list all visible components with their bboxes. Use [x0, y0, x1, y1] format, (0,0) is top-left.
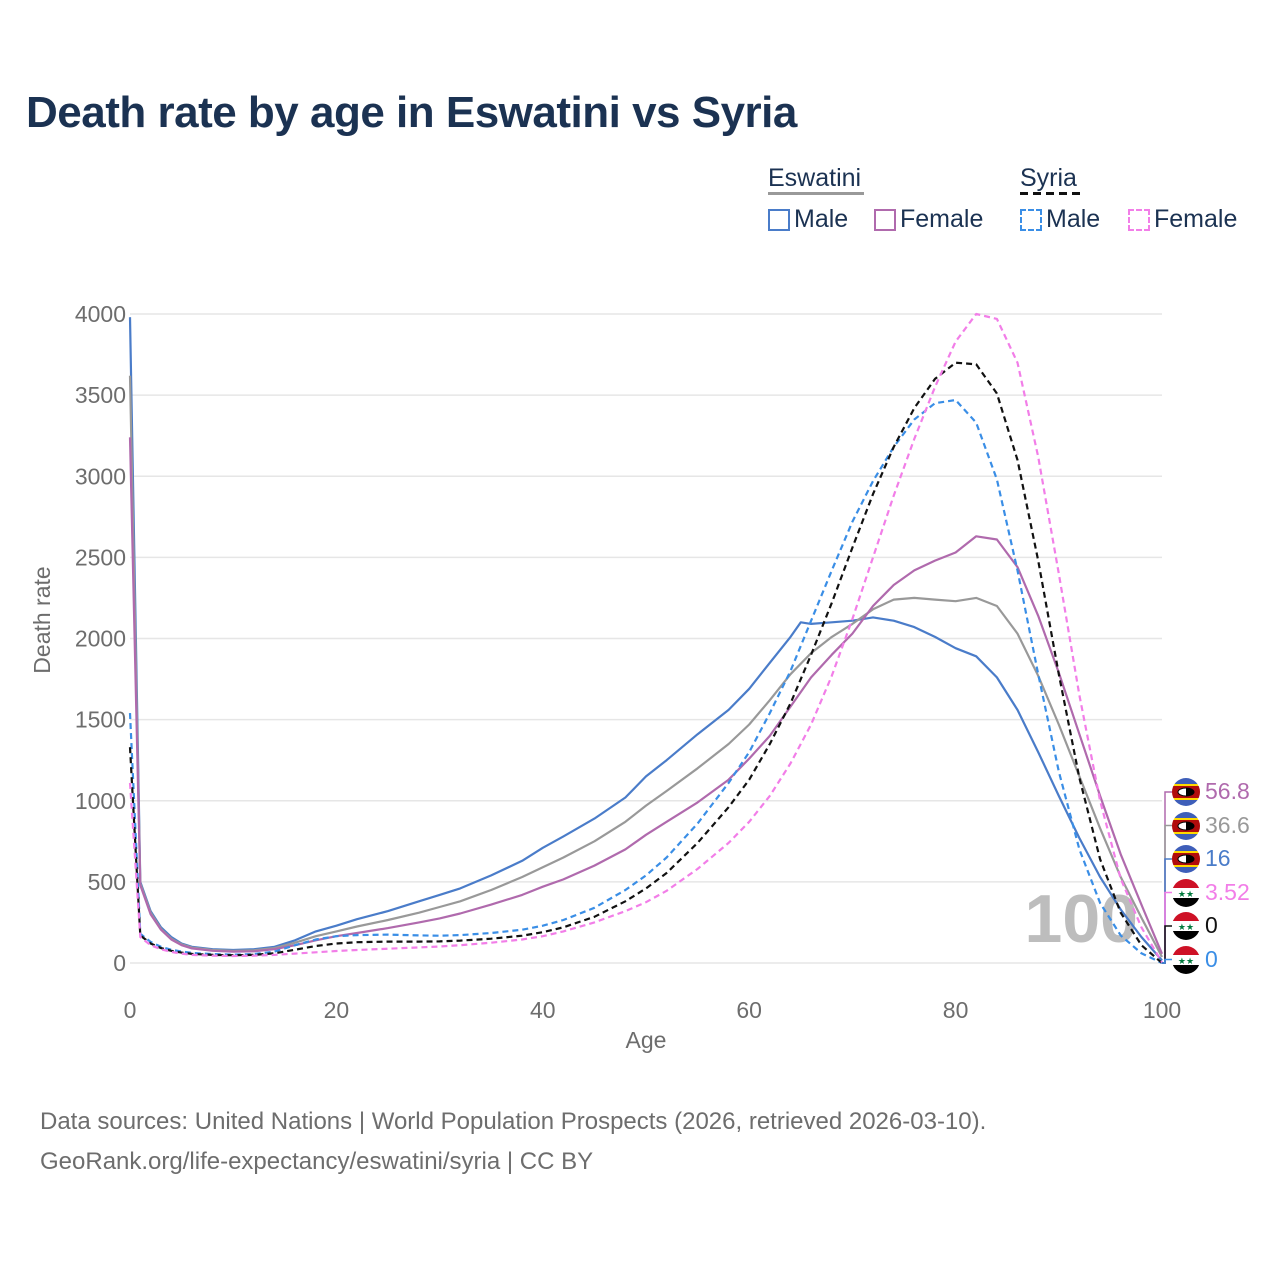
y-tick-label: 500: [88, 869, 126, 895]
y-tick-label: 3000: [75, 463, 126, 489]
legend-swatch-icon: [1020, 208, 1042, 231]
y-tick-label: 1000: [75, 788, 126, 814]
legend-swatch-icon: [1128, 208, 1150, 231]
legend-group-syria: Syria Male Female: [1020, 160, 1270, 240]
shield-icon: [1177, 854, 1195, 864]
syria-flag-icon: ★★: [1172, 945, 1200, 974]
end-value-label: 56.8: [1205, 778, 1250, 804]
y-tick-label: 4000: [75, 301, 126, 327]
footer-link[interactable]: GeoRank.org/life-expectancy/eswatini/syr…: [40, 1148, 594, 1175]
end-value-label: 0: [1205, 945, 1218, 972]
x-axis-label: Age: [626, 1027, 667, 1053]
stars-icon: ★★: [1178, 922, 1194, 932]
x-tick-label: 40: [530, 997, 556, 1023]
series-line-syria-male[interactable]: [128, 398, 1163, 964]
legend-item-eswatini-female[interactable]: Female: [874, 205, 983, 234]
y-tick-label: 0: [113, 950, 126, 976]
end-bracket: [1162, 925, 1172, 964]
age-watermark: 100: [1025, 881, 1138, 957]
legend-group-eswatini: Eswatini Male Female: [768, 160, 1008, 240]
end-value-label: 36.6: [1205, 811, 1250, 838]
eswatini-flag-icon: [1172, 811, 1200, 840]
grid-lines: [130, 313, 1162, 964]
x-tick-label: 60: [736, 997, 762, 1023]
end-bracket: [1162, 958, 1172, 964]
end-value-label: 3.52: [1205, 878, 1250, 905]
stars-icon: ★★: [1178, 889, 1194, 899]
svg-text:★★: ★★: [1178, 922, 1194, 932]
series-line-syria-total[interactable]: [128, 361, 1163, 964]
end-value-label: 16: [1205, 845, 1231, 871]
syria-flag-icon: ★★: [1172, 912, 1200, 940]
x-tick-label: 0: [124, 997, 137, 1023]
end-bracket: [1162, 791, 1172, 964]
x-tick-label: 80: [943, 997, 969, 1023]
legend-label: Female: [900, 205, 984, 233]
legend-line-sample: [768, 192, 864, 195]
x-tick-label: 100: [1143, 997, 1181, 1023]
end-bracket: [1162, 891, 1172, 964]
legend-item-eswatini-male[interactable]: Male: [768, 205, 848, 234]
y-tick-label: 2000: [75, 626, 126, 652]
series-lines: [128, 312, 1164, 964]
legend-line-sample: [1020, 192, 1080, 195]
eswatini-flag-icon: [1172, 845, 1200, 873]
shield-icon: [1177, 821, 1195, 830]
y-tick-label: 1500: [75, 707, 126, 733]
legend-group-title: Eswatini: [768, 164, 862, 192]
shield-icon: [1177, 787, 1195, 797]
series-line-eswatini-total[interactable]: [128, 375, 1163, 958]
axis-ticks: 0 500 1000 1500 2000 2500 3000 3500 4000 0 20 40 60 8…: [75, 301, 1181, 1023]
legend-item-syria-female[interactable]: Female: [1128, 205, 1237, 234]
end-value-label: 0: [1205, 912, 1218, 938]
legend-item-syria-male[interactable]: Male: [1020, 205, 1100, 234]
svg-text:★★: ★★: [1178, 956, 1194, 966]
legend-swatch-icon: [874, 208, 896, 231]
stars-icon: ★★: [1178, 956, 1194, 966]
syria-flag-icon: ★★: [1172, 878, 1200, 907]
series-line-syria-female[interactable]: [128, 312, 1163, 963]
legend-group-title: Syria: [1020, 164, 1077, 192]
legend-label: Female: [1154, 205, 1238, 233]
end-bracket: [1162, 858, 1172, 964]
legend-label: Male: [1046, 205, 1101, 233]
series-line-eswatini-female[interactable]: [128, 437, 1164, 955]
end-brackets: [1162, 791, 1172, 964]
y-tick-label: 3500: [75, 382, 126, 408]
legend-swatch-icon: [768, 208, 790, 231]
y-tick-label: 2500: [75, 544, 126, 570]
eswatini-flag-icon: [1172, 778, 1200, 806]
x-tick-label: 20: [324, 997, 350, 1023]
chart-title: Death rate by age in Eswatini vs Syria: [26, 88, 797, 137]
footer-sources: Data sources: United Nations | World Pop…: [40, 1108, 987, 1135]
legend-label: Male: [794, 205, 849, 233]
end-bracket: [1162, 824, 1172, 964]
svg-text:★★: ★★: [1178, 889, 1194, 899]
y-axis-label: Death rate: [29, 566, 55, 673]
